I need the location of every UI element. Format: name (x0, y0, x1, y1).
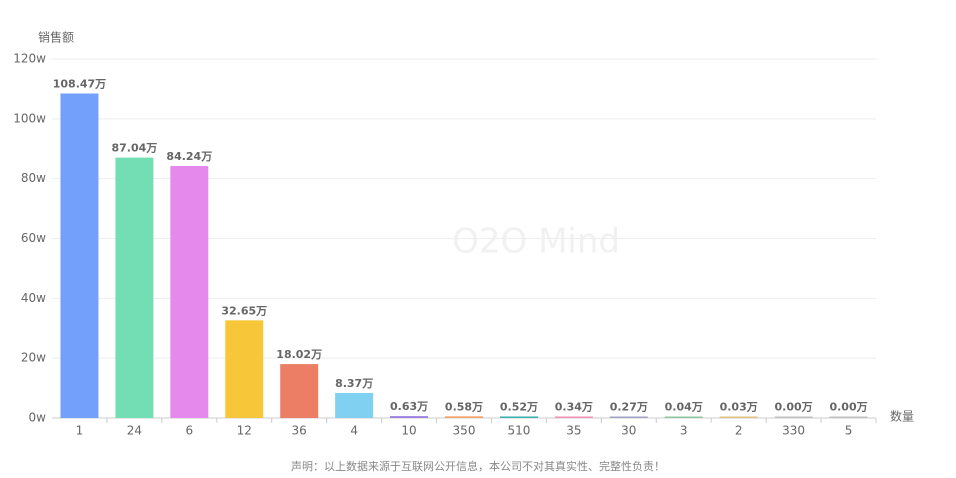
x-tick-label: 350 (453, 424, 476, 438)
value-label: 18.02万 (276, 348, 322, 361)
x-tick-label: 510 (507, 424, 530, 438)
x-tick-label: 12 (237, 424, 252, 438)
value-label: 0.52万 (500, 400, 538, 413)
value-label: 0.00万 (775, 401, 813, 414)
bar (554, 416, 593, 418)
x-tick-label: 10 (401, 424, 416, 438)
x-tick-label: 1 (76, 424, 84, 438)
y-tick-label: 80w (21, 171, 46, 185)
y-tick-label: 40w (21, 291, 46, 305)
value-label: 0.04万 (665, 401, 703, 414)
value-label: 0.58万 (445, 400, 483, 413)
value-label: 0.34万 (555, 401, 593, 414)
y-tick-label: 100w (13, 111, 46, 125)
value-label: 0.63万 (390, 400, 428, 413)
watermark: O2O Mind (452, 222, 620, 262)
y-tick-label: 120w (13, 52, 46, 66)
bar (445, 416, 483, 418)
x-tick-label: 6 (186, 424, 194, 438)
footer: 声明：以上数据来源于互联网公开信息，本公司不对其真实性、完整性负责！ (291, 459, 665, 473)
bar (499, 416, 538, 418)
value-label: 108.47万 (53, 77, 106, 90)
y-tick-label: 0w (29, 411, 47, 425)
x-tick-label: 2 (735, 424, 743, 438)
x-tick-label: 24 (127, 424, 142, 438)
bar (719, 416, 758, 418)
y-tick-label: 20w (21, 351, 46, 365)
bar (390, 416, 429, 418)
bar (774, 416, 813, 418)
value-label: 8.37万 (335, 377, 373, 390)
value-label: 0.27万 (610, 401, 648, 414)
x-tick-label: 4 (350, 424, 358, 438)
x-tick-label: 3 (680, 424, 688, 438)
bar (335, 392, 374, 418)
bar (609, 416, 648, 418)
x-tick-label: 35 (566, 424, 581, 438)
x-tick-label: 330 (782, 424, 805, 438)
value-label: 87.04万 (112, 142, 158, 155)
bar (115, 157, 154, 418)
x-tick-label: 5 (845, 424, 853, 438)
value-label: 84.24万 (166, 150, 212, 163)
bar (664, 416, 703, 418)
value-label: 32.65万 (221, 304, 267, 317)
bar (280, 364, 319, 418)
x-tick-label: 36 (292, 424, 307, 438)
y-tick-label: 60w (21, 231, 46, 245)
x-axis-label: 数量 (890, 409, 914, 424)
bar (225, 320, 264, 418)
value-label: 0.00万 (829, 401, 867, 414)
bar (60, 93, 99, 418)
x-tick-label: 30 (621, 424, 636, 438)
y-axis-label: 销售额 (38, 30, 74, 45)
bar (170, 165, 209, 418)
bar (829, 416, 868, 418)
value-label: 0.03万 (720, 401, 758, 414)
